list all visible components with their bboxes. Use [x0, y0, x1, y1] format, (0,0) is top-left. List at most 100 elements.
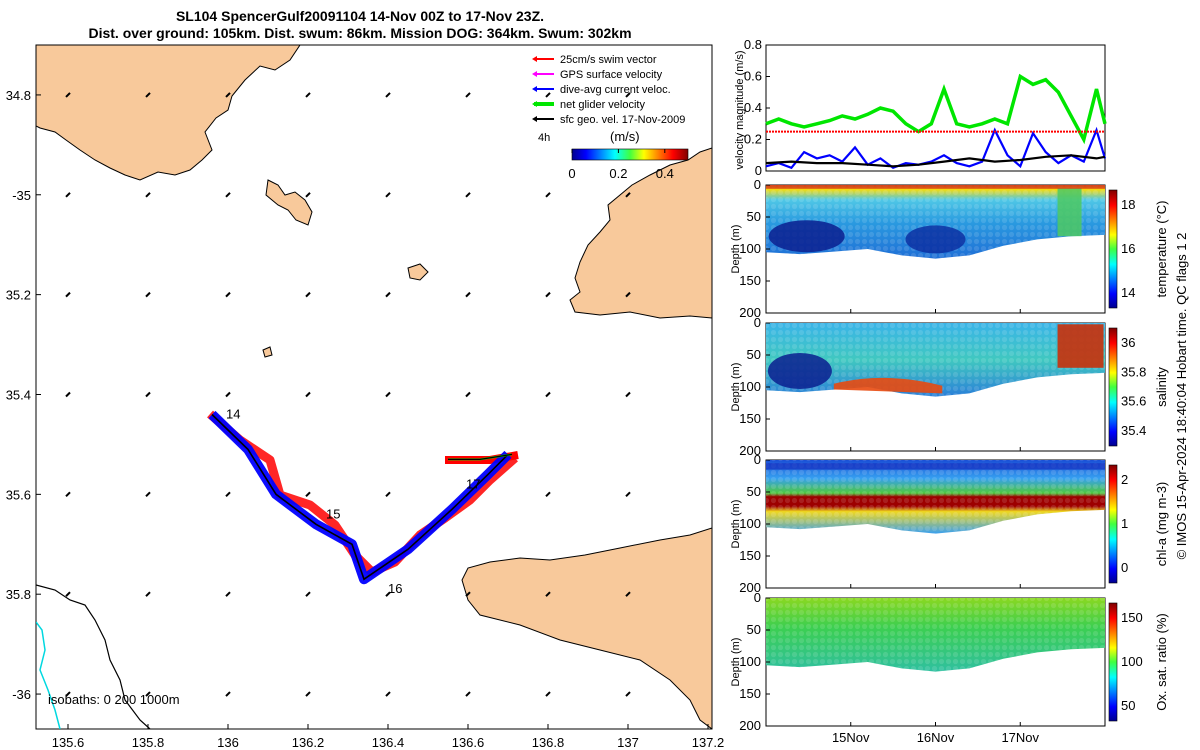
colorbar-tick-label: 0.2	[609, 166, 627, 181]
velocity-tick-label: 0	[755, 163, 762, 178]
section-colorbar	[1108, 189, 1118, 309]
map-grid-markers	[65, 92, 631, 697]
sfc-velocity-arrow	[145, 291, 151, 298]
sfc-velocity-arrow	[545, 591, 551, 597]
map-x-tick-label: 136.2	[292, 735, 325, 750]
section-y-tick-label: 0	[754, 452, 761, 467]
velocity-series-dive-avg	[765, 126, 1107, 170]
section-panel: 0 50 100 150 200 Depth (m) 14 16 18 temperature (…	[730, 177, 1169, 320]
section-y-tick-label: 200	[739, 305, 761, 320]
legend-arrowhead	[532, 71, 537, 77]
sfc-velocity-arrow	[465, 591, 471, 597]
day-label: 17	[466, 476, 480, 491]
section-y-tick-label: 0	[754, 177, 761, 192]
section-y-tick-label: 50	[747, 484, 761, 499]
velocity-tick-label: 0.2	[744, 132, 762, 147]
sfc-velocity-arrow	[465, 291, 471, 298]
map-x-tick-label: 136	[217, 735, 239, 750]
sfc-velocity-arrow	[625, 491, 631, 498]
land-right-lower	[461, 527, 712, 729]
sfc-velocity-arrow	[225, 591, 231, 597]
section-y-tick-label: 200	[739, 443, 761, 458]
velocity-tick-label: 0.8	[744, 37, 762, 52]
sfc-velocity-arrow	[385, 391, 391, 398]
title-line1: SL104 SpencerGulf20091104 14-Nov 00Z to …	[175, 8, 545, 24]
colorbar-tick-label: 0.4	[656, 166, 674, 181]
sfc-velocity-arrow	[65, 591, 71, 597]
isobath-cyan	[36, 621, 61, 729]
section-colorbar	[1108, 602, 1118, 722]
legend-label: net glider velocity	[560, 99, 645, 111]
section-y-tick-label: 100	[739, 241, 761, 256]
map-x-tick-label: 137.2	[692, 735, 725, 750]
sfc-velocity-arrow	[625, 691, 631, 697]
sfc-velocity-arrow	[65, 92, 71, 98]
sfc-velocity-arrow	[305, 291, 311, 298]
sfc-velocity-arrow	[465, 691, 471, 697]
section-y-tick-label: 50	[747, 347, 761, 362]
sfc-velocity-arrow	[625, 591, 631, 597]
sfc-velocity-arrow	[145, 391, 151, 398]
sfc-velocity-arrow	[545, 491, 551, 498]
section-y-tick-label: 50	[747, 209, 761, 224]
section-colorbar-tick: 18	[1121, 197, 1135, 212]
section-y-tick-label: 0	[754, 590, 761, 605]
map-y-tick-label: 34.8	[6, 88, 31, 103]
sfc-velocity-arrow	[305, 391, 311, 398]
section-y-tick-label: 200	[739, 580, 761, 595]
section-colorbar-tick: 35.6	[1121, 394, 1146, 409]
section-y-tick-label: 100	[739, 516, 761, 531]
section-ylabel: Depth (m)	[730, 225, 742, 274]
sfc-velocity-arrow	[385, 92, 391, 98]
land-right-upper	[569, 147, 712, 319]
warm-column	[1057, 188, 1082, 237]
legend-arrowhead	[532, 86, 537, 92]
surface-low	[766, 463, 1105, 470]
sfc-velocity-arrow	[385, 491, 391, 498]
map-y-ticks: 34.8 -35 35.2 35.4 35.6 35.8 -36	[6, 88, 41, 702]
salty-column	[1057, 324, 1104, 368]
map-y-tick-label: -35	[12, 188, 31, 203]
sfc-velocity-arrow	[545, 92, 551, 98]
velocity-tick-label: 0.4	[744, 100, 762, 115]
section-colorbar	[1108, 464, 1118, 584]
map-legend: 25cm/s swim vector GPS surface velocity di…	[532, 54, 685, 126]
map-x-tick-label: 137	[617, 735, 639, 750]
legend-arrowhead	[532, 116, 537, 122]
section-x-tick-label: 16Nov	[917, 730, 955, 745]
section-y-tick-label: 0	[754, 315, 761, 330]
sfc-velocity-arrow	[145, 591, 151, 597]
legend-label: dive-avg current veloc.	[560, 84, 671, 96]
sfc-velocity-arrow	[65, 192, 71, 198]
section-colorbar-tick: 150	[1121, 610, 1143, 625]
track-end-black	[448, 453, 513, 460]
sfc-velocity-arrow	[145, 691, 151, 697]
isobath-note: isobaths: 0 200 1000m	[48, 692, 180, 707]
map-y-tick-label: 35.4	[6, 387, 31, 402]
section-y-tick-label: 150	[739, 548, 761, 563]
legend-arrowhead	[532, 56, 537, 62]
title-line2: Dist. over ground: 105km. Dist. swum: 86…	[88, 25, 632, 41]
section-colorbar	[1108, 327, 1118, 447]
sfc-velocity-arrow	[225, 691, 231, 697]
sfc-velocity-arrow	[465, 391, 471, 398]
sfc-velocity-arrow	[305, 491, 311, 498]
sfc-velocity-arrow	[225, 192, 231, 198]
section-colorbar-label: temperature (°C)	[1154, 201, 1169, 298]
map-y-tick-label: 35.6	[6, 487, 31, 502]
day-label: 15	[326, 506, 340, 521]
sfc-velocity-arrow	[385, 591, 391, 597]
colorbar-label: (m/s)	[610, 129, 640, 144]
section-colorbar-tick: 16	[1121, 241, 1135, 256]
section-data-texture	[766, 460, 1105, 534]
sfc-velocity-arrow	[625, 92, 631, 98]
map-x-tick-label: 136.4	[372, 735, 405, 750]
map-y-tick-label: 35.2	[6, 288, 31, 303]
sfc-velocity-arrow	[65, 691, 71, 697]
section-x-tick-label: 15Nov	[832, 730, 870, 745]
section-colorbar-tick: 36	[1121, 335, 1135, 350]
colorbar-ticks: 0 0.2 0.4	[568, 149, 674, 181]
section-y-tick-label: 150	[739, 686, 761, 701]
sfc-velocity-arrow	[305, 192, 311, 198]
